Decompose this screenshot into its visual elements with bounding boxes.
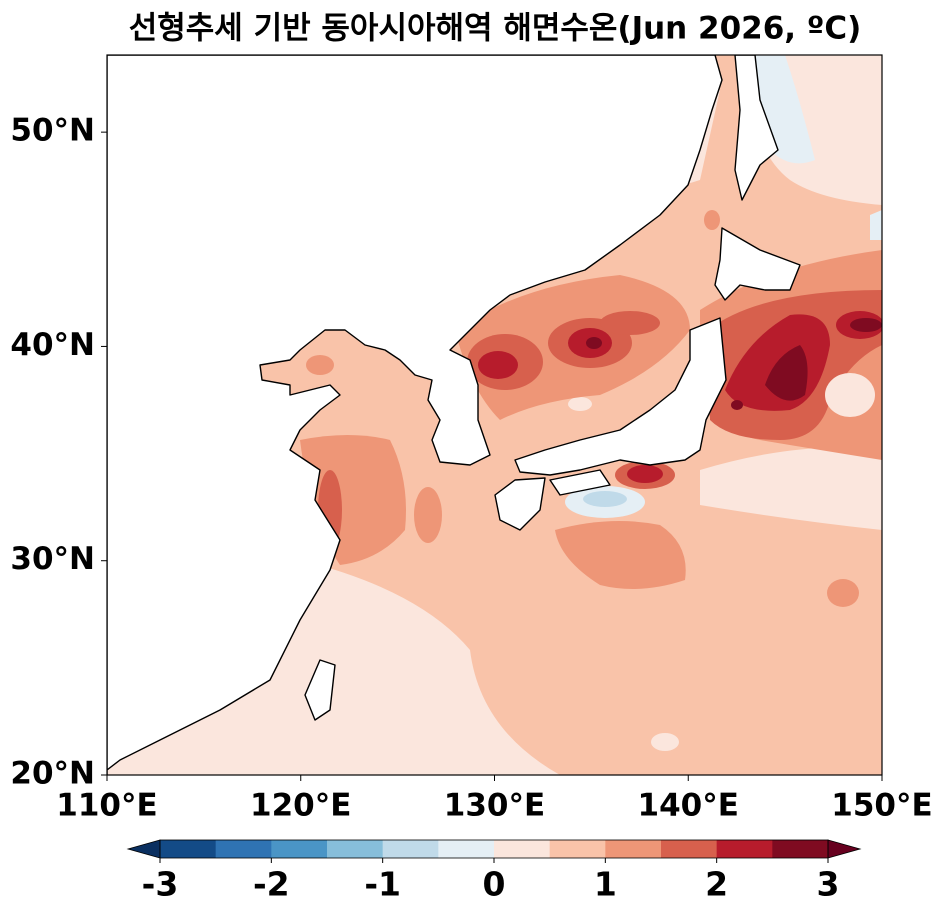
contour-fill [568,397,592,411]
colorbar-swatch [549,840,606,858]
coastline-kyushu [494,477,546,531]
y-tick-label: 50°N [10,113,95,149]
contour-fill [600,311,660,335]
colorbar-swatch [438,840,495,858]
map-area [107,55,882,775]
x-tick-label: 140°E [638,788,739,824]
contour-fill [870,210,882,240]
colorbar-swatch [661,840,718,858]
x-tick-label: 110°E [56,788,157,824]
contour-fill [583,491,627,507]
colorbar-tick-label: 1 [594,865,617,904]
y-tick-label: 40°N [10,327,95,363]
x-tick-label: 120°E [250,788,351,824]
coastline-hokkaido [714,227,801,301]
coastline-mainland [107,55,723,775]
x-tick-label: 150°E [831,788,932,824]
x-tick-label: 130°E [444,788,545,824]
contour-fill [704,210,720,230]
contour-fill [825,373,875,417]
colorbar-tick-label: 3 [817,865,840,904]
colorbar-tick-label: 2 [705,865,728,904]
coastline-taiwan [304,659,336,721]
coastline-shikoku [549,469,611,496]
contour-fill [586,337,602,349]
colorbar-swatch [327,840,384,858]
contour-fill [414,487,442,543]
colorbar: -3 -2 -1 0 1 2 3 [126,839,862,904]
colorbar-swatch [772,840,829,858]
colorbar-swatch [215,840,272,858]
contour-fill [627,465,663,483]
colorbar-tick-label: 0 [483,865,506,904]
colorbar-tick-label: -2 [253,865,290,904]
contour-fill [731,400,743,410]
contour-fill [827,579,859,607]
colorbar-swatch [494,840,551,858]
colorbar-swatch [716,840,773,858]
y-tick-label: 20°N [10,756,95,792]
contour-fill [700,447,882,530]
contour-fill [651,733,679,751]
contour-fill [306,355,334,375]
axes: 110°E 120°E 130°E 140°E 150°E 20°N 30°N 40°N 50°… [10,113,932,824]
colorbar-extend-high [827,839,862,859]
y-tick-label: 30°N [10,541,95,577]
contour-fill [478,351,518,379]
colorbar-swatch [605,840,662,858]
colorbar-extend-low [126,839,161,859]
map-title: 선형추세 기반 동아시아해역 해면수온(Jun 2026, ºC) [129,11,862,47]
colorbar-tick-label: -1 [364,865,401,904]
contour-fill [555,521,686,589]
colorbar-tick-label: -3 [142,865,179,904]
colorbar-swatch [160,840,217,858]
contour-fill [765,345,808,401]
contour-fill [850,318,882,332]
colorbar-swatch [271,840,328,858]
coastline-honshu [514,317,727,476]
coastline-sakhalin [734,55,779,201]
colorbar-swatch [382,840,439,858]
